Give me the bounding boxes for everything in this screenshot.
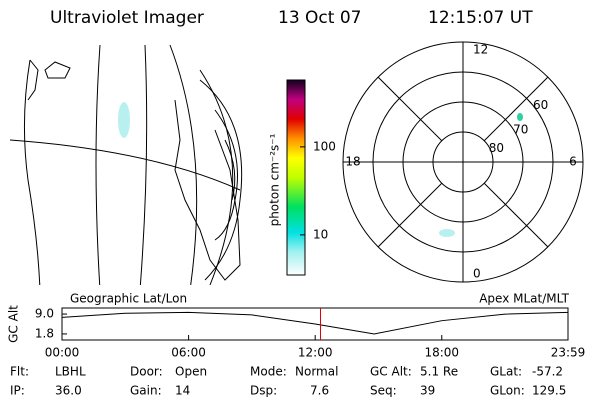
status-value: Open	[175, 365, 207, 379]
status-label: Door:	[130, 365, 163, 379]
mlt-label: 18	[345, 155, 360, 169]
status-value: LBHL	[55, 365, 86, 379]
lat-label: 60	[533, 98, 548, 112]
status-value: -57.2	[532, 365, 563, 379]
colorbar-label: photon cm⁻²s⁻¹	[268, 133, 282, 226]
y-tick-label: 9.0	[35, 307, 54, 321]
status-label: GC Alt:	[370, 365, 412, 379]
polar-spoke	[483, 76, 549, 142]
status-label: Dsp:	[250, 384, 277, 398]
x-tick-label: 12:00	[298, 346, 333, 360]
aurora-spot	[439, 229, 455, 237]
time: 12:15:07 UT	[428, 8, 533, 28]
x-tick-label: 18:00	[424, 346, 459, 360]
title: Ultraviolet Imager	[50, 8, 204, 28]
x-tick-label: 23:59	[551, 346, 586, 360]
polar-spoke	[377, 182, 443, 248]
status-value: 129.5	[532, 384, 566, 398]
status-label: Gain:	[130, 384, 162, 398]
mlt-label: 6	[569, 155, 577, 169]
y-tick-label: 1.8	[35, 326, 54, 340]
mlt-label: 0	[473, 267, 481, 281]
altitude-line	[61, 311, 569, 335]
status-value: 5.1 Re	[420, 365, 458, 379]
status-value: 36.0	[55, 384, 82, 398]
status-value: 14	[175, 384, 190, 398]
status-value: 39	[420, 384, 435, 398]
lat-label: 70	[513, 123, 528, 137]
colorbar-tick-label: 10	[313, 227, 328, 241]
polar-spoke	[377, 76, 443, 142]
status-value: 7.6	[310, 384, 329, 398]
lat-label: 80	[489, 141, 504, 155]
polar-spoke	[483, 182, 549, 248]
colorbar	[286, 79, 306, 276]
mlt-label: 12	[473, 43, 488, 57]
status-label: Mode:	[250, 365, 287, 379]
date: 13 Oct 07	[278, 8, 361, 28]
map-title-right: Apex MLat/MLT	[479, 292, 569, 306]
geo-map	[10, 44, 243, 285]
altitude-ylabel: GC Alt	[7, 305, 21, 343]
map-title-left: Geographic Lat/Lon	[70, 292, 187, 306]
status-label: GLon:	[490, 384, 525, 398]
status-label: Seq:	[370, 384, 397, 398]
status-label: GLat:	[490, 365, 522, 379]
x-tick-label: 06:00	[171, 346, 206, 360]
x-tick-label: 00:00	[45, 346, 80, 360]
status-label: IP:	[10, 384, 25, 398]
status-value: Normal	[295, 365, 338, 379]
aurora-spot	[517, 113, 523, 121]
status-label: Flt:	[10, 365, 29, 379]
colorbar-tick-label: 100	[313, 139, 336, 153]
